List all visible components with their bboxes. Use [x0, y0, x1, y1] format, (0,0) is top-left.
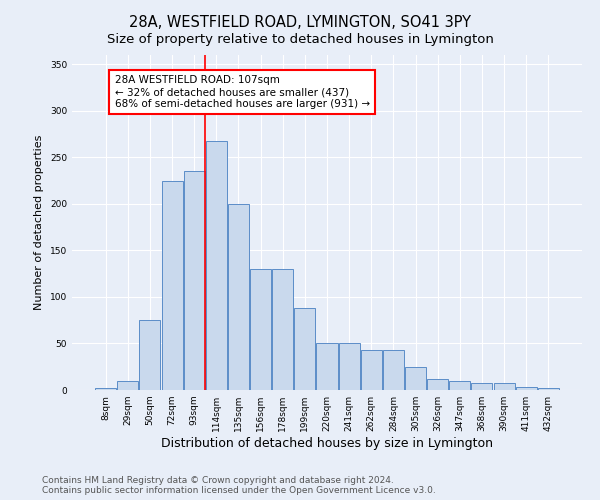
Bar [427, 379, 448, 390]
Bar [250, 269, 271, 390]
X-axis label: Distribution of detached houses by size in Lymington: Distribution of detached houses by size … [161, 437, 493, 450]
Bar [161, 180, 182, 390]
Bar [228, 204, 249, 390]
Bar [405, 366, 426, 390]
Bar [361, 350, 382, 390]
Bar [515, 387, 536, 390]
Text: 28A WESTFIELD ROAD: 107sqm
← 32% of detached houses are smaller (437)
68% of sem: 28A WESTFIELD ROAD: 107sqm ← 32% of deta… [115, 76, 370, 108]
Text: 28A, WESTFIELD ROAD, LYMINGTON, SO41 3PY: 28A, WESTFIELD ROAD, LYMINGTON, SO41 3PY [129, 15, 471, 30]
Bar [338, 344, 359, 390]
Y-axis label: Number of detached properties: Number of detached properties [34, 135, 44, 310]
Bar [494, 384, 515, 390]
Text: Size of property relative to detached houses in Lymington: Size of property relative to detached ho… [107, 32, 493, 46]
Bar [206, 140, 227, 390]
Bar [118, 380, 139, 390]
Bar [184, 172, 205, 390]
Bar [139, 320, 160, 390]
Bar [472, 382, 493, 390]
Bar [538, 388, 559, 390]
Bar [383, 350, 404, 390]
Text: Contains HM Land Registry data © Crown copyright and database right 2024.
Contai: Contains HM Land Registry data © Crown c… [42, 476, 436, 495]
Bar [449, 380, 470, 390]
Bar [95, 388, 116, 390]
Bar [295, 308, 316, 390]
Bar [316, 344, 338, 390]
Bar [272, 269, 293, 390]
